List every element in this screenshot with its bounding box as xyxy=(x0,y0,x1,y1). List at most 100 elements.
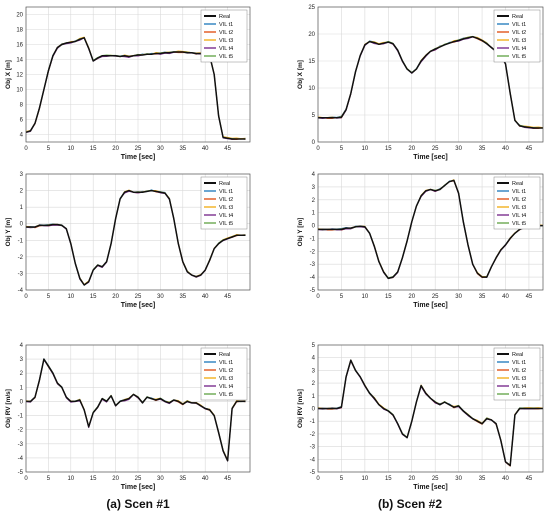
legend-box xyxy=(200,9,248,63)
plot-frame xyxy=(25,173,251,291)
x-tick-label: 35 xyxy=(479,294,486,300)
legend: Real VIL t1 VIL t2 VIL t3 VIL t4 VIL t5 xyxy=(493,176,541,230)
legend-entry: VIL t5 xyxy=(219,221,233,227)
x-tick-label: 45 xyxy=(224,146,231,152)
x-tick-label: 35 xyxy=(479,146,486,152)
legend-entry: VIL t3 xyxy=(219,38,233,44)
x-tick-label: 40 xyxy=(202,476,209,482)
x-tick-label: 0 xyxy=(316,476,320,482)
y-tick-label: -4 xyxy=(18,456,24,462)
legend-entry: VIL t1 xyxy=(219,22,233,28)
series-line-real xyxy=(318,179,543,280)
x-axis-label: Time [sec] xyxy=(413,302,448,309)
chart-panel-2: 0 5 10 15 20 25 30 35 40 45 0 5 10 15 20 25 Time [sec] Ob… xyxy=(297,5,544,161)
y-tick-label: -1 xyxy=(18,238,24,244)
x-axis-label: Time [sec] xyxy=(121,154,156,161)
x-tick-label: 25 xyxy=(432,294,439,300)
x-tick-label: 15 xyxy=(385,476,392,482)
y-tick-label: 0 xyxy=(20,222,24,228)
y-tick-label: 1 xyxy=(20,385,24,391)
y-tick-label: 0 xyxy=(312,224,316,230)
legend-entry: VIL t5 xyxy=(512,392,526,398)
x-tick-label: 35 xyxy=(179,146,186,152)
plot-frame xyxy=(25,6,251,143)
y-tick-label: -3 xyxy=(18,271,24,277)
series-line-real xyxy=(318,359,543,467)
series-line-real xyxy=(26,189,246,286)
series-line-real xyxy=(318,35,543,129)
legend-box xyxy=(200,347,248,401)
x-tick-label: 5 xyxy=(340,476,344,482)
x-tick-label: 35 xyxy=(479,476,486,482)
x-tick-label: 30 xyxy=(455,476,462,482)
legend-entry: VIL t2 xyxy=(219,368,233,374)
legend: Real VIL t1 VIL t2 VIL t3 VIL t4 VIL t5 xyxy=(200,347,248,401)
x-tick-label: 45 xyxy=(526,476,533,482)
y-tick-label: 10 xyxy=(16,88,23,94)
legend-entry: Real xyxy=(219,14,230,20)
y-tick-label: -4 xyxy=(310,275,316,281)
legend-box xyxy=(493,9,541,63)
x-tick-label: 5 xyxy=(340,294,344,300)
y-tick-label: 1 xyxy=(312,211,316,217)
legend-entry: VIL t5 xyxy=(219,392,233,398)
legend-entry: VIL t2 xyxy=(512,30,526,36)
legend: Real VIL t1 VIL t2 VIL t3 VIL t4 VIL t5 xyxy=(200,176,248,230)
legend-entry: VIL t3 xyxy=(512,38,526,44)
legend-entry: VIL t2 xyxy=(219,30,233,36)
y-tick-label: 12 xyxy=(16,73,23,79)
y-tick-label: -4 xyxy=(310,457,316,463)
legend-entry: VIL t2 xyxy=(219,197,233,203)
x-tick-label: 40 xyxy=(502,476,509,482)
y-tick-label: 2 xyxy=(20,189,24,195)
x-tick-label: 35 xyxy=(179,476,186,482)
y-tick-label: -5 xyxy=(310,470,316,476)
x-tick-label: 35 xyxy=(179,294,186,300)
legend-entry: VIL t4 xyxy=(219,213,233,219)
x-tick-label: 20 xyxy=(408,476,415,482)
legend-entry: VIL t4 xyxy=(219,384,233,390)
chart-panel-4: 0 5 10 15 20 25 30 35 40 45 -5 -4 -3 -2 -1 0 1 2 3 4 Time [s… xyxy=(297,172,544,309)
y-tick-label: -5 xyxy=(18,470,24,476)
y-tick-label: 1 xyxy=(20,205,24,211)
legend-box xyxy=(493,347,541,401)
y-tick-label: -1 xyxy=(310,419,316,425)
x-tick-label: 40 xyxy=(202,294,209,300)
legend-entry: VIL t3 xyxy=(512,376,526,382)
plot-frame xyxy=(317,6,544,143)
y-tick-label: -3 xyxy=(310,262,316,268)
x-tick-label: 5 xyxy=(47,476,51,482)
legend: Real VIL t1 VIL t2 VIL t3 VIL t4 VIL t5 xyxy=(493,347,541,401)
x-tick-label: 15 xyxy=(385,146,392,152)
x-tick-label: 20 xyxy=(408,294,415,300)
y-tick-label: 4 xyxy=(312,172,316,178)
x-tick-label: 30 xyxy=(455,146,462,152)
x-tick-label: 40 xyxy=(202,146,209,152)
y-tick-label: 5 xyxy=(312,343,316,349)
x-tick-label: 5 xyxy=(47,146,51,152)
y-axis-label: Obj Y [m] xyxy=(297,218,304,247)
x-tick-label: 30 xyxy=(157,476,164,482)
y-tick-label: 0 xyxy=(20,399,24,405)
legend-entry: Real xyxy=(512,14,523,20)
x-tick-label: 25 xyxy=(135,476,142,482)
x-tick-label: 25 xyxy=(135,294,142,300)
x-tick-label: 10 xyxy=(67,294,74,300)
x-tick-label: 10 xyxy=(362,476,369,482)
legend-box xyxy=(200,176,248,230)
x-tick-label: 5 xyxy=(47,294,51,300)
x-tick-label: 10 xyxy=(67,146,74,152)
legend-entry: VIL t1 xyxy=(512,360,526,366)
legend-entry: VIL t5 xyxy=(512,221,526,227)
y-tick-label: 25 xyxy=(308,5,315,11)
legend-entry: Real xyxy=(219,352,230,358)
y-tick-label: 4 xyxy=(312,356,316,362)
y-tick-label: 3 xyxy=(312,368,316,374)
y-tick-label: 1 xyxy=(312,394,316,400)
chart-panel-5: 0 5 10 15 20 25 30 35 40 45 -5 -4 -3 -2 -1 0 1 2 3 4 Time [s… xyxy=(5,343,251,491)
y-tick-label: -2 xyxy=(310,249,316,255)
x-tick-label: 45 xyxy=(526,146,533,152)
x-tick-label: 20 xyxy=(112,294,119,300)
